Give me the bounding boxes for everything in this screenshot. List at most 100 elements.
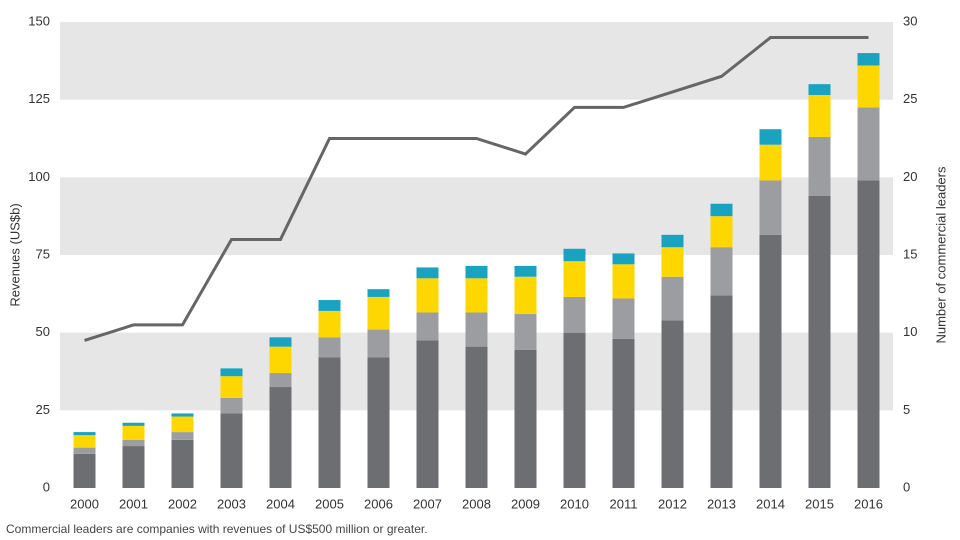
bar-segment <box>710 216 733 248</box>
x-tick-label: 2006 <box>364 496 393 511</box>
x-tick-label: 2015 <box>805 496 834 511</box>
bar-segment <box>122 439 145 447</box>
bar-segment <box>759 129 782 145</box>
y2-axis-title: Number of commercial leaders <box>933 166 948 344</box>
x-tick-label: 2010 <box>560 496 589 511</box>
y-tick-label: 25 <box>36 402 50 417</box>
x-tick-label: 2012 <box>658 496 687 511</box>
bar-segment <box>220 413 243 488</box>
bar-segment <box>367 357 390 488</box>
bar-segment <box>514 314 537 350</box>
bar-segment <box>416 312 439 341</box>
bar-segment <box>857 53 880 66</box>
y2-tick-label: 30 <box>903 13 917 28</box>
bar-segment <box>465 265 488 279</box>
x-tick-label: 2002 <box>168 496 197 511</box>
y-tick-label: 150 <box>28 13 50 28</box>
x-tick-label: 2007 <box>413 496 442 511</box>
y2-tick-label: 0 <box>903 479 910 494</box>
bar-segment <box>808 95 831 137</box>
bar-segment <box>367 296 390 330</box>
bar-segment <box>171 416 194 433</box>
x-tick-label: 2008 <box>462 496 491 511</box>
x-tick-label: 2001 <box>119 496 148 511</box>
y-tick-label: 100 <box>28 169 50 184</box>
bar-segment <box>318 337 341 358</box>
bar-segment <box>220 397 243 414</box>
bar-segment <box>122 446 145 488</box>
bar-segment <box>73 453 96 488</box>
y-tick-label: 0 <box>43 479 50 494</box>
bar-segment <box>710 295 733 488</box>
y2-tick-label: 15 <box>903 246 917 261</box>
bar-segment <box>857 180 880 488</box>
bar-segment <box>318 357 341 488</box>
x-tick-label: 2011 <box>610 496 638 511</box>
x-tick-label: 2013 <box>707 496 736 511</box>
x-tick-label: 2005 <box>315 496 344 511</box>
bar-segment <box>759 144 782 181</box>
bar-segment <box>220 376 243 398</box>
grid-band <box>60 177 893 255</box>
y-tick-label: 75 <box>36 246 50 261</box>
bar-segment <box>318 310 341 338</box>
bar-segment <box>416 267 439 279</box>
line <box>84 36 869 342</box>
y2-tick-label: 5 <box>903 402 910 417</box>
bar-segment <box>612 253 635 265</box>
bar-segment <box>661 247 684 277</box>
x-tick-label: 2016 <box>854 496 883 511</box>
bar-segment <box>808 136 831 196</box>
y-tick-label: 125 <box>28 91 50 106</box>
bar-segment <box>122 422 145 426</box>
y2-tick-label: 20 <box>903 169 917 184</box>
bar-segment <box>612 264 635 299</box>
y-tick-label: 50 <box>36 324 50 339</box>
bar-segment <box>563 296 586 333</box>
bar-segment <box>318 300 341 311</box>
y-axis-title: Revenues (US$b) <box>7 203 22 306</box>
bar-segment <box>514 265 537 277</box>
bar-segment <box>514 349 537 488</box>
bar-segment <box>367 329 390 358</box>
y2-tick-label: 25 <box>903 91 917 106</box>
bar-segment <box>563 261 586 297</box>
bar-segment <box>612 338 635 488</box>
grid-band <box>60 22 893 100</box>
bar-segment <box>514 276 537 315</box>
bar-segment <box>465 278 488 313</box>
bar-segment <box>171 413 194 417</box>
bar-segment <box>808 84 831 96</box>
bar-segment <box>367 289 390 297</box>
bar-segment <box>73 447 96 454</box>
bar-segment <box>269 346 292 374</box>
x-tick-label: 2004 <box>266 496 295 511</box>
bar-segment <box>269 337 292 347</box>
bar-segment <box>416 340 439 488</box>
bar-segment <box>171 439 194 488</box>
bar-segment <box>73 435 96 448</box>
x-tick-label: 2003 <box>217 496 246 511</box>
bar-segment <box>171 432 194 440</box>
bar-segment <box>73 432 96 436</box>
bar-segment <box>759 234 782 488</box>
bar-segment <box>661 234 684 248</box>
bar-segment <box>465 346 488 488</box>
y2-tick-label: 10 <box>903 324 917 339</box>
x-tick-label: 2000 <box>70 496 99 511</box>
bar-segment <box>220 368 243 377</box>
bar-segment <box>710 203 733 217</box>
bar-segment <box>269 387 292 488</box>
x-tick-label: 2009 <box>511 496 540 511</box>
bar-segment <box>612 298 635 339</box>
bar-segment <box>857 107 880 181</box>
x-tick-label: 2014 <box>756 496 785 511</box>
footnote: Commercial leaders are companies with re… <box>6 522 428 536</box>
bar-segment <box>563 332 586 488</box>
bar-segment <box>465 312 488 347</box>
bar-segment <box>122 425 145 440</box>
bar-segment <box>710 247 733 296</box>
bar-segment <box>563 248 586 262</box>
bar-segment <box>661 320 684 488</box>
